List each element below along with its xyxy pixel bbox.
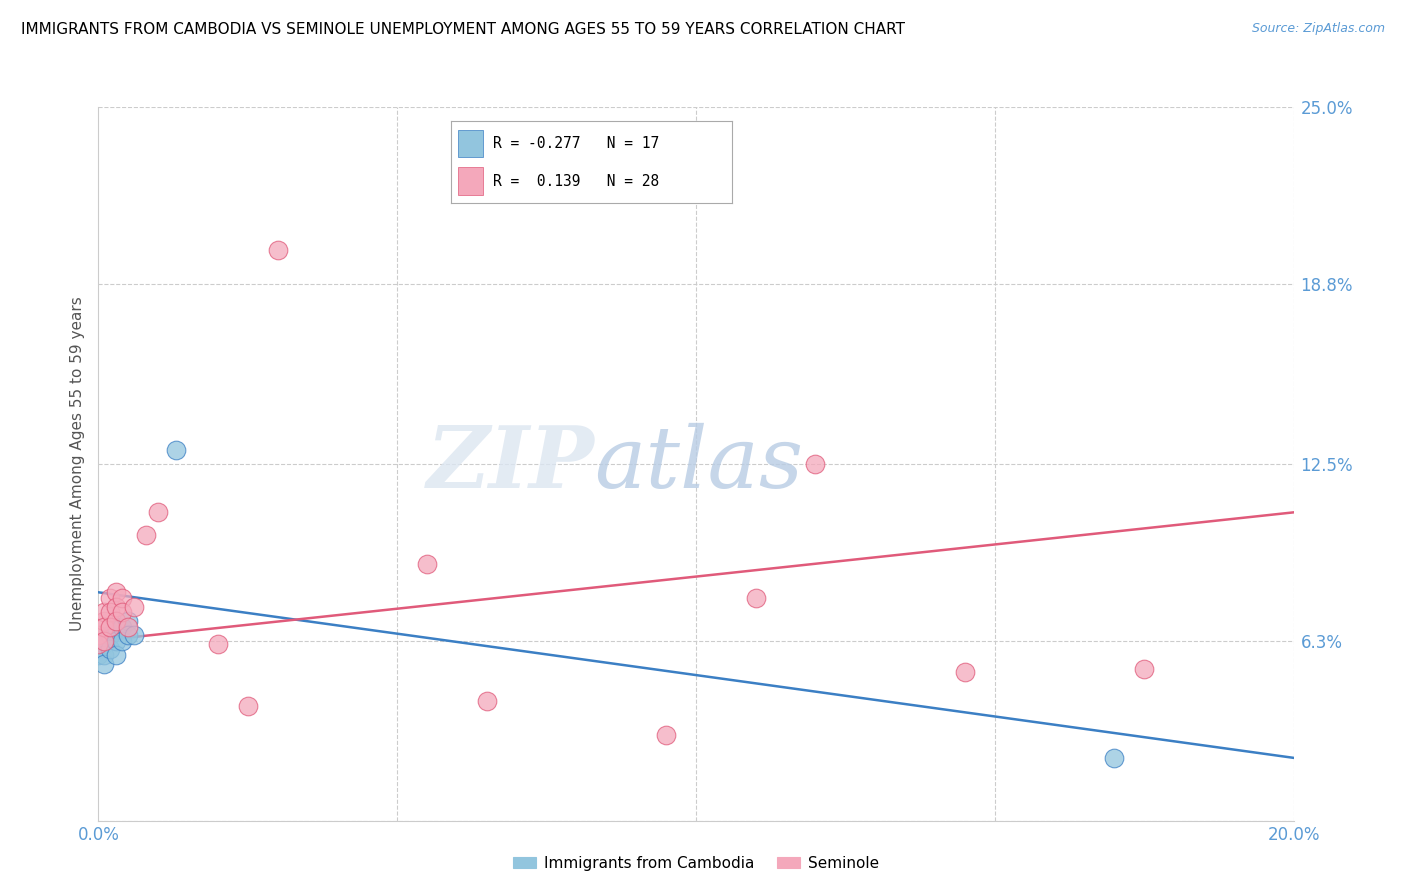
Point <box>804 457 827 471</box>
Point <box>100 605 122 619</box>
Point <box>100 619 122 633</box>
Point <box>475 694 498 708</box>
Point <box>117 614 139 628</box>
Point <box>100 591 122 605</box>
Point <box>87 648 110 662</box>
Point <box>117 619 139 633</box>
Point <box>124 599 146 614</box>
Point <box>416 557 439 571</box>
Point <box>105 648 128 662</box>
Point <box>93 614 115 628</box>
Point <box>953 665 976 680</box>
Point <box>111 633 134 648</box>
Point <box>745 591 768 605</box>
Point <box>148 505 170 519</box>
Text: ZIP: ZIP <box>426 422 595 506</box>
Point <box>111 591 134 605</box>
Point <box>1104 751 1126 765</box>
Point <box>93 657 115 671</box>
Point <box>124 628 146 642</box>
Point <box>93 648 115 662</box>
Point <box>1133 662 1156 676</box>
Point <box>111 605 134 619</box>
Point <box>87 628 110 642</box>
Point <box>93 637 115 651</box>
Point <box>111 619 134 633</box>
Point <box>93 605 115 619</box>
Point <box>87 637 110 651</box>
Y-axis label: Unemployment Among Ages 55 to 59 years: Unemployment Among Ages 55 to 59 years <box>69 296 84 632</box>
Point <box>87 642 110 657</box>
Point <box>267 243 290 257</box>
Point <box>117 628 139 642</box>
Point <box>100 642 122 657</box>
Point <box>105 599 128 614</box>
Point <box>207 637 229 651</box>
Point <box>105 619 128 633</box>
Point <box>100 628 122 642</box>
Point <box>105 585 128 599</box>
Point <box>93 633 115 648</box>
Point <box>105 633 128 648</box>
Point <box>105 614 128 628</box>
Text: Source: ZipAtlas.com: Source: ZipAtlas.com <box>1251 22 1385 36</box>
Point <box>93 619 115 633</box>
Text: atlas: atlas <box>595 423 803 505</box>
Point <box>236 699 259 714</box>
Point <box>165 442 187 457</box>
Text: IMMIGRANTS FROM CAMBODIA VS SEMINOLE UNEMPLOYMENT AMONG AGES 55 TO 59 YEARS CORR: IMMIGRANTS FROM CAMBODIA VS SEMINOLE UNE… <box>21 22 905 37</box>
Point <box>135 528 157 542</box>
Legend: Immigrants from Cambodia, Seminole: Immigrants from Cambodia, Seminole <box>508 850 884 877</box>
Point <box>655 728 678 742</box>
